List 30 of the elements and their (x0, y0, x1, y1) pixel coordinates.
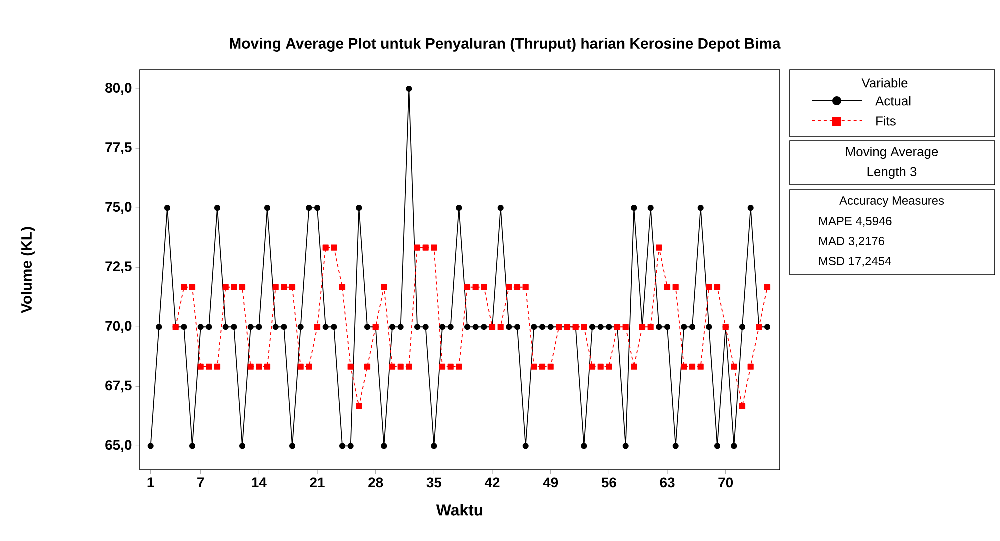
legend-title: Variable (862, 78, 908, 88)
y-tick-label: 80,0 (106, 83, 132, 95)
x-tick-label: 63 (660, 478, 675, 488)
x-tick-label: 14 (252, 478, 267, 488)
text: MSD 17,2454 (820, 257, 892, 267)
x-tick-label: 21 (310, 478, 325, 488)
text: MAPE 4,5946 (820, 217, 892, 227)
x-tick-label: 28 (368, 478, 384, 488)
text: Moving Average (846, 146, 938, 160)
text: Length 3 (868, 166, 917, 180)
y-tick-label: 70,0 (106, 321, 132, 334)
chart-title: Moving Average Plot untuk Penyaluran (Thruput) harian Kerosine Depot Bima (230, 38, 781, 52)
y-tick-label: 67,5 (106, 380, 132, 393)
y-tick-label: 77,5 (106, 142, 132, 154)
x-tick-label: 49 (543, 478, 558, 488)
y-tick-label: 72,5 (106, 262, 132, 274)
text: MAD 3,2176 (820, 237, 884, 247)
x-tick-label: 35 (426, 478, 442, 488)
x-tick-label: 56 (602, 478, 616, 488)
y-tick-label: 65,0 (106, 440, 132, 452)
legend-label: Actual (876, 96, 911, 106)
x-tick-label: 7 (198, 478, 204, 488)
x-tick-label: 42 (484, 478, 500, 488)
text: Accuracy Measures (840, 196, 944, 208)
y-tick-label: 75,0 (106, 202, 132, 214)
legend-label: Fits (876, 116, 896, 126)
x-axis-title: Waktu (436, 504, 483, 516)
x-tick-label: 1 (148, 478, 154, 488)
y-axis-title: Volume (KL) (21, 227, 35, 314)
x-tick-label: 70 (718, 478, 734, 488)
